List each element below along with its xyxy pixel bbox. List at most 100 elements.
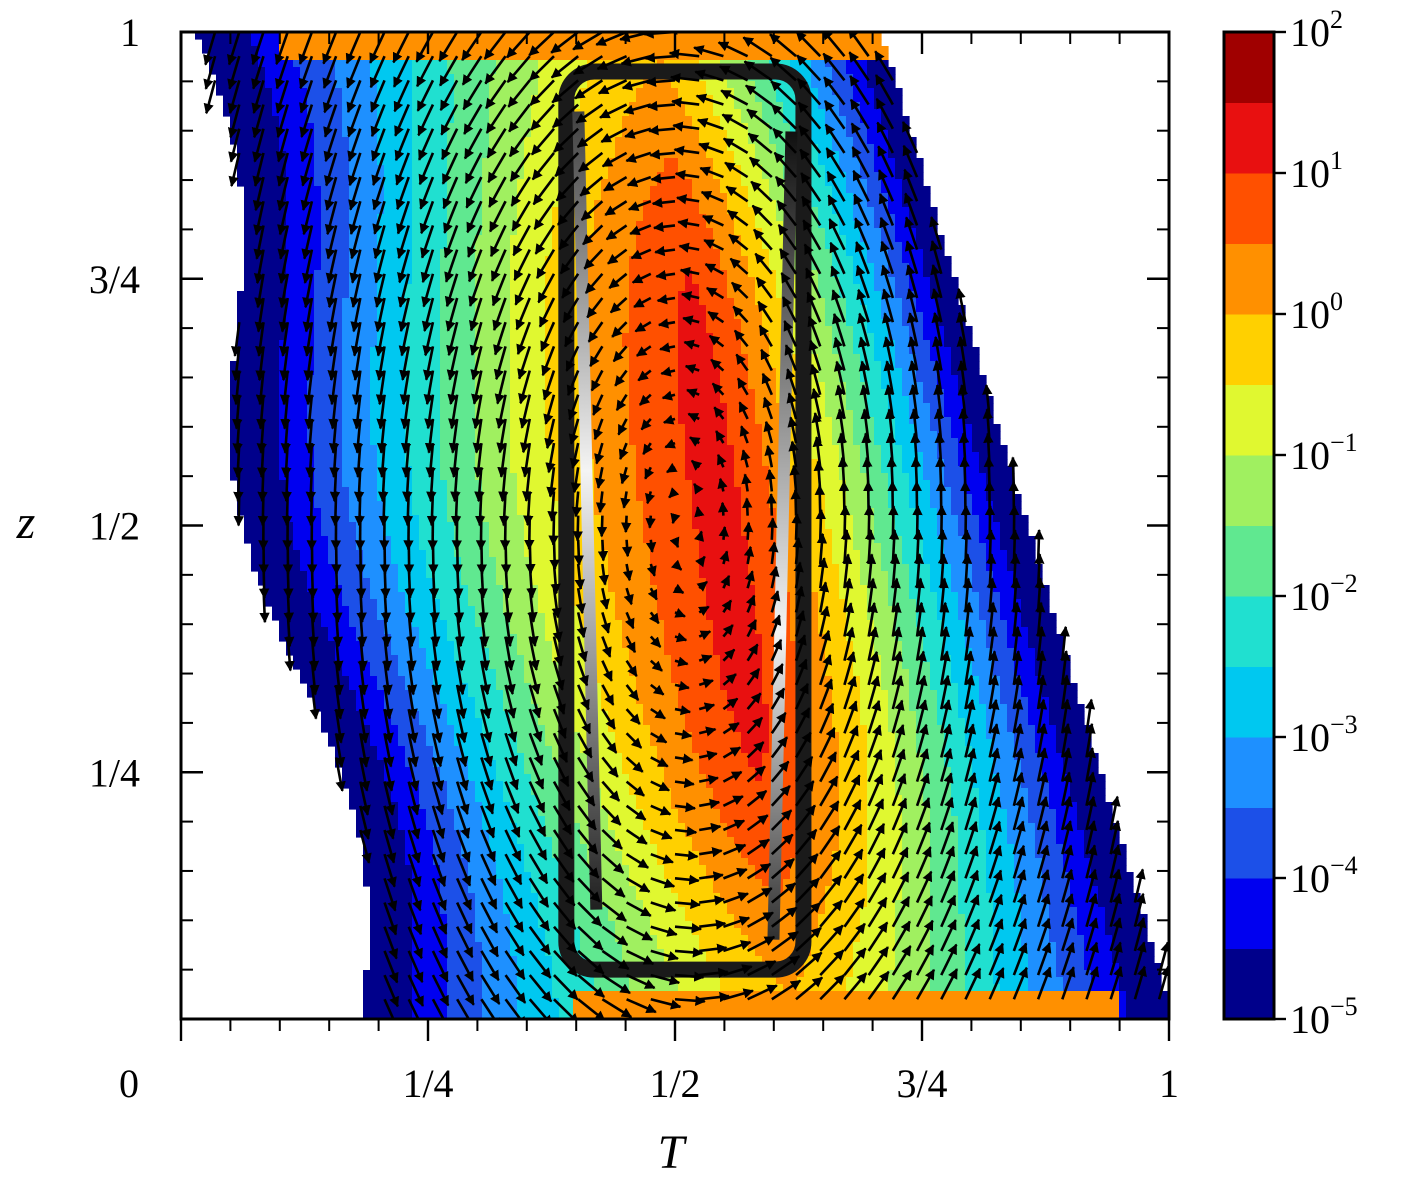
contour-cell bbox=[286, 144, 294, 152]
contour-cell bbox=[377, 984, 385, 992]
contour-cell bbox=[314, 634, 322, 642]
contour-cell bbox=[454, 410, 462, 418]
contour-cell bbox=[468, 515, 476, 523]
contour-cell bbox=[475, 599, 483, 607]
contour-cell bbox=[517, 774, 525, 782]
contour-cell bbox=[503, 39, 511, 47]
contour-cell bbox=[321, 312, 329, 320]
contour-cell bbox=[377, 676, 385, 684]
contour-cell bbox=[412, 424, 420, 432]
contour-cell bbox=[419, 284, 427, 292]
contour-cell bbox=[461, 179, 469, 187]
contour-cell bbox=[433, 431, 441, 439]
contour-cell bbox=[391, 193, 399, 201]
contour-cell bbox=[342, 487, 350, 495]
contour-cell bbox=[496, 585, 504, 593]
contour-cell bbox=[475, 207, 483, 215]
contour-cell bbox=[419, 781, 427, 789]
contour-cell bbox=[258, 39, 266, 47]
contour-cell bbox=[230, 389, 238, 397]
contour-cell bbox=[377, 480, 385, 488]
contour-cell bbox=[279, 340, 287, 348]
contour-cell bbox=[454, 823, 462, 831]
contour-cell bbox=[265, 480, 273, 488]
contour-cell bbox=[363, 214, 371, 222]
contour-cell bbox=[370, 158, 378, 166]
contour-cell bbox=[335, 669, 343, 677]
contour-cell bbox=[398, 382, 406, 390]
contour-cell bbox=[321, 508, 329, 516]
contour-cell bbox=[412, 494, 420, 502]
contour-cell bbox=[482, 116, 490, 124]
contour-cell bbox=[496, 816, 504, 824]
contour-cell bbox=[510, 417, 518, 425]
contour-cell bbox=[314, 445, 322, 453]
contour-cell bbox=[328, 592, 336, 600]
contour-cell bbox=[454, 326, 462, 334]
contour-cell bbox=[461, 508, 469, 516]
contour-cell bbox=[510, 956, 518, 964]
contour-cell bbox=[496, 641, 504, 649]
contour-cell bbox=[468, 816, 476, 824]
contour-cell bbox=[461, 396, 469, 404]
contour-cell bbox=[293, 543, 301, 551]
contour-cell bbox=[370, 634, 378, 642]
contour-cell bbox=[447, 998, 455, 1006]
contour-cell bbox=[244, 501, 252, 509]
contour-cell bbox=[342, 270, 350, 278]
contour-cell bbox=[510, 557, 518, 565]
contour-cell bbox=[482, 326, 490, 334]
contour-cell bbox=[412, 123, 420, 131]
contour-cell bbox=[314, 249, 322, 257]
contour-cell bbox=[419, 466, 427, 474]
contour-cell bbox=[300, 620, 308, 628]
contour-cell bbox=[468, 578, 476, 586]
contour-cell bbox=[447, 487, 455, 495]
contour-cell bbox=[398, 753, 406, 761]
contour-cell bbox=[293, 424, 301, 432]
contour-cell bbox=[244, 221, 252, 229]
contour-cell bbox=[286, 529, 294, 537]
contour-cell bbox=[510, 319, 518, 327]
contour-cell bbox=[405, 795, 413, 803]
contour-cell bbox=[370, 144, 378, 152]
contour-cell bbox=[489, 431, 497, 439]
contour-cell bbox=[370, 746, 378, 754]
contour-cell bbox=[321, 396, 329, 404]
contour-cell bbox=[300, 487, 308, 495]
contour-cell bbox=[433, 501, 441, 509]
contour-cell bbox=[272, 263, 280, 271]
contour-cell bbox=[286, 32, 294, 40]
contour-cell bbox=[349, 592, 357, 600]
contour-cell bbox=[398, 963, 406, 971]
contour-cell bbox=[440, 690, 448, 698]
contour-cell bbox=[363, 991, 371, 999]
contour-cell bbox=[517, 613, 525, 621]
contour-cell bbox=[440, 963, 448, 971]
contour-cell bbox=[321, 592, 329, 600]
contour-cell bbox=[440, 501, 448, 509]
contour-cell bbox=[475, 739, 483, 747]
contour-cell bbox=[454, 844, 462, 852]
contour-cell bbox=[370, 109, 378, 117]
contour-cell bbox=[461, 284, 469, 292]
contour-cell bbox=[419, 578, 427, 586]
contour-cell bbox=[370, 949, 378, 957]
contour-cell bbox=[342, 697, 350, 705]
contour-cell bbox=[328, 32, 336, 40]
contour-cell bbox=[265, 403, 273, 411]
contour-cell bbox=[356, 284, 364, 292]
contour-cell bbox=[363, 438, 371, 446]
contour-cell bbox=[251, 263, 259, 271]
contour-cell bbox=[468, 823, 476, 831]
contour-cell bbox=[363, 81, 371, 89]
contour-cell bbox=[517, 389, 525, 397]
contour-cell bbox=[377, 823, 385, 831]
contour-cell bbox=[384, 102, 392, 110]
contour-cell bbox=[286, 193, 294, 201]
contour-cell bbox=[510, 32, 518, 40]
contour-cell bbox=[496, 53, 504, 61]
contour-cell bbox=[398, 214, 406, 222]
contour-cell bbox=[391, 158, 399, 166]
contour-cell bbox=[433, 305, 441, 313]
